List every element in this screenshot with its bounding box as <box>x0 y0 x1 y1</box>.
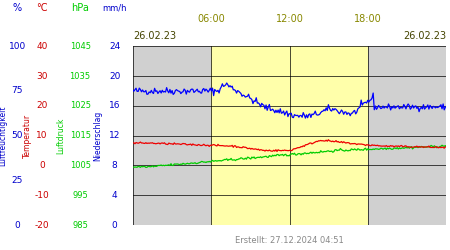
Text: 18:00: 18:00 <box>354 14 382 24</box>
Text: 1025: 1025 <box>70 101 90 110</box>
Text: 12: 12 <box>109 131 121 140</box>
Text: 06:00: 06:00 <box>197 14 225 24</box>
Text: Temperatur: Temperatur <box>22 114 32 158</box>
Text: 4: 4 <box>112 191 117 200</box>
Text: 985: 985 <box>72 220 88 230</box>
Bar <box>133 46 211 225</box>
Text: 8: 8 <box>112 161 117 170</box>
Text: -10: -10 <box>35 191 49 200</box>
Text: mm/h: mm/h <box>103 4 127 13</box>
Text: 40: 40 <box>36 42 48 51</box>
Text: 0: 0 <box>14 220 20 230</box>
Text: 1005: 1005 <box>70 161 90 170</box>
Text: hPa: hPa <box>71 3 89 13</box>
Text: 50: 50 <box>11 131 23 140</box>
Text: 16: 16 <box>109 101 121 110</box>
Bar <box>368 46 446 225</box>
Text: 25: 25 <box>11 176 23 185</box>
Text: 26.02.23: 26.02.23 <box>403 31 446 41</box>
Bar <box>211 46 368 225</box>
Text: 0: 0 <box>39 161 45 170</box>
Text: 20: 20 <box>109 72 121 80</box>
Text: 26.02.23: 26.02.23 <box>133 31 176 41</box>
Text: 100: 100 <box>9 42 26 51</box>
Text: Erstellt: 27.12.2024 04:51: Erstellt: 27.12.2024 04:51 <box>235 236 344 245</box>
Text: Luftfeuchtigkeit: Luftfeuchtigkeit <box>0 106 8 166</box>
Text: 20: 20 <box>36 101 48 110</box>
Text: %: % <box>13 3 22 13</box>
Text: 24: 24 <box>109 42 121 51</box>
Text: 10: 10 <box>36 131 48 140</box>
Text: 1015: 1015 <box>70 131 90 140</box>
Text: -20: -20 <box>35 220 49 230</box>
Text: 75: 75 <box>11 86 23 96</box>
Text: 0: 0 <box>112 220 117 230</box>
Text: °C: °C <box>36 3 48 13</box>
Text: Luftdruck: Luftdruck <box>56 118 65 154</box>
Text: Niederschlag: Niederschlag <box>94 110 103 161</box>
Text: 30: 30 <box>36 72 48 80</box>
Text: 995: 995 <box>72 191 88 200</box>
Text: 1045: 1045 <box>70 42 90 51</box>
Text: 12:00: 12:00 <box>276 14 303 24</box>
Text: 1035: 1035 <box>70 72 90 80</box>
